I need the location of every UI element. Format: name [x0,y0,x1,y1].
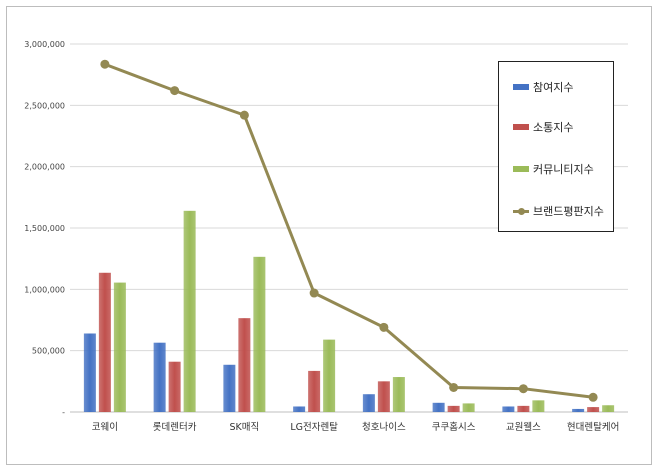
x-tick-label: 쿠쿠홈시스 [432,421,476,433]
legend-label-2: 커뮤니티지수 [533,163,594,176]
chart-legend: 참여지수 소통지수 커뮤니티지수 브랜드평판지수 [498,61,614,232]
legend-item-2: 커뮤니티지수 [513,162,594,176]
bar-소통지수-청호나이스 [377,381,390,412]
line-point-현대렌탈케어 [588,392,598,402]
bar-소통지수-LG전자렌탈 [308,370,321,412]
line-point-롯데렌터카 [170,86,180,96]
bar-참여지수-롯데렌터카 [153,342,166,412]
bar-참여지수-쿠쿠홈시스 [432,402,445,412]
bar-커뮤니티지수-쿠쿠홈시스 [462,403,475,412]
legend-swatch-1 [513,124,529,130]
y-tick-label: - [62,408,65,417]
bar-커뮤니티지수-롯데렌터카 [183,210,196,412]
legend-swatch-0 [513,84,529,90]
y-tick-label: 1,500,000 [24,224,65,233]
bar-커뮤니티지수-LG전자렌탈 [323,339,336,412]
y-tick-label: 500,000 [32,347,65,356]
legend-line-marker [513,207,529,215]
bar-커뮤니티지수-청호나이스 [392,377,405,412]
bar-소통지수-SK매직 [238,318,251,412]
legend-swatch-2 [513,166,529,172]
x-tick-label: 코웨이 [92,421,118,433]
bar-참여지수-LG전자렌탈 [293,406,306,412]
line-point-교원웰스 [518,384,528,394]
x-tick-label: 교원웰스 [506,422,541,433]
y-tick-label: 2,500,000 [24,101,65,110]
legend-item-3: 브랜드평판지수 [513,204,604,218]
legend-item-1: 소통지수 [513,120,573,134]
y-tick-label: 1,000,000 [24,285,65,294]
bar-소통지수-코웨이 [98,272,111,412]
bar-소통지수-교원웰스 [517,405,530,412]
legend-label-1: 소통지수 [533,121,574,134]
x-tick-label: SK매직 [230,422,260,433]
bar-소통지수-롯데렌터카 [168,361,181,412]
line-series-브랜드평판지수 [104,62,594,399]
bar-참여지수-현대렌탈케어 [572,408,585,412]
bar-소통지수-쿠쿠홈시스 [447,405,460,412]
y-tick-label: 3,000,000 [24,40,65,49]
x-tick-label: 롯데렌터카 [153,422,197,433]
bar-커뮤니티지수-교원웰스 [532,400,545,412]
x-tick-label: 청호나이스 [362,422,406,433]
bar-커뮤니티지수-SK매직 [253,256,266,412]
line-point-코웨이 [100,59,110,69]
bar-소통지수-현대렌탈케어 [587,407,600,412]
bar-참여지수-코웨이 [83,333,96,412]
line-point-청호나이스 [379,322,389,332]
line-point-SK매직 [239,110,249,120]
line-point-LG전자렌탈 [309,288,319,298]
bar-참여지수-SK매직 [223,364,236,412]
legend-label-0: 참여지수 [533,81,574,94]
line-point-쿠쿠홈시스 [449,382,459,392]
legend-label-3: 브랜드평판지수 [533,205,604,218]
bar-참여지수-교원웰스 [502,406,515,412]
bar-커뮤니티지수-현대렌탈케어 [602,405,615,412]
bar-커뮤니티지수-코웨이 [113,282,126,412]
x-tick-label: 현대렌탈케어 [567,421,619,433]
bar-참여지수-청호나이스 [362,394,375,412]
legend-item-0: 참여지수 [513,80,573,94]
x-tick-label: LG전자렌탈 [290,421,338,433]
y-tick-label: 2,000,000 [24,163,65,172]
